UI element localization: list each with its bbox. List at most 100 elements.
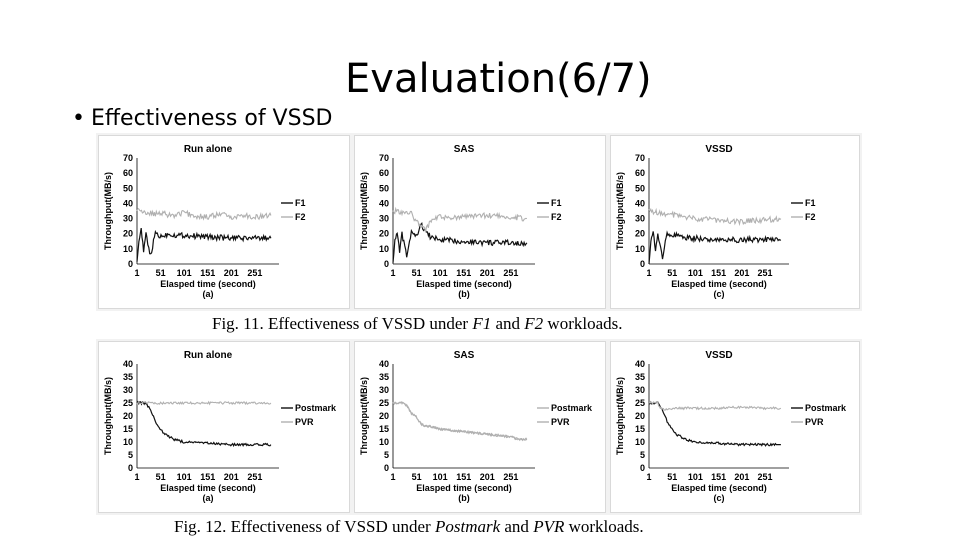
x-axis-label: Elasped time (second) bbox=[160, 279, 256, 289]
y-tick-label: 0 bbox=[640, 259, 645, 269]
legend-label: F1 bbox=[805, 198, 816, 208]
chart-title: VSSD bbox=[705, 350, 732, 361]
x-tick-label: 201 bbox=[480, 472, 495, 482]
series-line-postmark bbox=[136, 400, 272, 448]
fig12-caption-mid: and bbox=[500, 517, 534, 536]
x-tick-label: 251 bbox=[758, 268, 773, 278]
x-tick-label: 201 bbox=[224, 472, 239, 482]
y-tick-label: 5 bbox=[128, 450, 133, 460]
fig12-chart-a: Run alone Throughput(MB/s) 0 5 10 15 20 25 30 35 4… bbox=[103, 350, 337, 503]
y-axis-label: Throughput(MB/s) bbox=[615, 377, 625, 455]
y-tick-label: 70 bbox=[123, 153, 133, 163]
y-tick-label: 50 bbox=[379, 183, 389, 193]
x-tick-label: 101 bbox=[177, 472, 192, 482]
x-axis-label: Elasped time (second) bbox=[671, 279, 767, 289]
y-tick-label: 15 bbox=[379, 424, 389, 434]
legend-label: Postmark bbox=[551, 403, 593, 413]
y-tick-label: 0 bbox=[640, 463, 645, 473]
y-tick-label: 30 bbox=[635, 385, 645, 395]
y-tick-label: 40 bbox=[635, 198, 645, 208]
series-line-pvr bbox=[136, 400, 272, 406]
x-tick-label: 251 bbox=[247, 268, 262, 278]
chart-sublabel: (b) bbox=[458, 493, 470, 503]
y-tick-label: 20 bbox=[379, 229, 389, 239]
x-tick-label: 1 bbox=[390, 472, 395, 482]
y-tick-label: 25 bbox=[635, 398, 645, 408]
fig12-caption-w1: Postmark bbox=[434, 517, 501, 536]
y-tick-label: 0 bbox=[128, 259, 133, 269]
x-tick-label: 251 bbox=[503, 268, 518, 278]
fig11-panel-c: VSSD Throughput(MB/s) 0 10 20 30 40 50 60 70 1 51 10… bbox=[610, 135, 860, 309]
chart-sublabel: (c) bbox=[714, 493, 725, 503]
y-tick-label: 15 bbox=[123, 424, 133, 434]
x-tick-label: 201 bbox=[480, 268, 495, 278]
x-tick-label: 1 bbox=[134, 472, 139, 482]
x-tick-label: 151 bbox=[711, 472, 726, 482]
x-tick-label: 101 bbox=[433, 472, 448, 482]
chart-title: Run alone bbox=[184, 350, 233, 361]
x-tick-label: 151 bbox=[711, 268, 726, 278]
x-axis-label: Elasped time (second) bbox=[160, 483, 256, 493]
y-tick-label: 5 bbox=[384, 450, 389, 460]
series-line-pvr bbox=[392, 400, 528, 442]
y-tick-label: 0 bbox=[128, 463, 133, 473]
x-tick-label: 201 bbox=[734, 472, 749, 482]
y-tick-label: 60 bbox=[379, 168, 389, 178]
x-tick-label: 51 bbox=[156, 268, 166, 278]
y-axis-label: Throughput(MB/s) bbox=[615, 172, 625, 250]
fig11-caption-mid: and bbox=[491, 314, 525, 333]
y-tick-label: 60 bbox=[123, 168, 133, 178]
y-tick-label: 10 bbox=[379, 437, 389, 447]
y-tick-label: 10 bbox=[123, 437, 133, 447]
y-axis-label: Throughput(MB/s) bbox=[359, 172, 369, 250]
y-tick-label: 50 bbox=[635, 183, 645, 193]
y-tick-label: 10 bbox=[379, 244, 389, 254]
bullet-text: Effectiveness of VSSD bbox=[90, 106, 333, 131]
x-tick-label: 101 bbox=[177, 268, 192, 278]
x-tick-label: 201 bbox=[224, 268, 239, 278]
y-axis-label: Throughput(MB/s) bbox=[359, 377, 369, 455]
x-tick-label: 101 bbox=[688, 472, 703, 482]
series-line-f2 bbox=[648, 207, 782, 227]
y-tick-label: 20 bbox=[635, 411, 645, 421]
chart-sublabel: (a) bbox=[203, 493, 214, 503]
fig11-caption: Fig. 11. Effectiveness of VSSD under F1 … bbox=[212, 314, 623, 334]
legend-label: Postmark bbox=[805, 403, 847, 413]
x-tick-label: 151 bbox=[456, 472, 471, 482]
chart-sublabel: (b) bbox=[458, 289, 470, 299]
x-tick-label: 51 bbox=[156, 472, 166, 482]
chart-title: VSSD bbox=[705, 144, 732, 155]
y-tick-label: 70 bbox=[379, 153, 389, 163]
x-axis-label: Elasped time (second) bbox=[416, 279, 512, 289]
x-tick-label: 1 bbox=[390, 268, 395, 278]
series-line-f2 bbox=[392, 206, 528, 233]
y-tick-label: 25 bbox=[379, 398, 389, 408]
x-tick-label: 151 bbox=[200, 472, 215, 482]
fig11-caption-w2: F2 bbox=[524, 314, 544, 333]
y-tick-label: 20 bbox=[123, 411, 133, 421]
chart-title: SAS bbox=[454, 144, 475, 155]
fig12-panel-b: SAS Throughput(MB/s) 0 5 10 15 20 25 30 35 40 1 51 10… bbox=[354, 341, 606, 513]
y-tick-label: 10 bbox=[635, 437, 645, 447]
fig12-caption: Fig. 12. Effectiveness of VSSD under Pos… bbox=[174, 517, 644, 537]
x-tick-label: 101 bbox=[688, 268, 703, 278]
fig12-caption-post: workloads. bbox=[564, 517, 644, 536]
fig11-caption-post: workloads. bbox=[543, 314, 623, 333]
series-line-postmark bbox=[392, 401, 528, 442]
y-tick-label: 35 bbox=[379, 372, 389, 382]
chart-title: SAS bbox=[454, 350, 475, 361]
x-tick-label: 1 bbox=[134, 268, 139, 278]
x-tick-label: 251 bbox=[247, 472, 262, 482]
fig11-caption-pre: Fig. 11. Effectiveness of VSSD under bbox=[212, 314, 473, 333]
chart-sublabel: (c) bbox=[714, 289, 725, 299]
y-tick-label: 35 bbox=[635, 372, 645, 382]
y-tick-label: 40 bbox=[379, 359, 389, 369]
y-tick-label: 60 bbox=[635, 168, 645, 178]
y-tick-label: 5 bbox=[640, 450, 645, 460]
y-tick-label: 20 bbox=[123, 229, 133, 239]
fig11-caption-w1: F1 bbox=[472, 314, 492, 333]
